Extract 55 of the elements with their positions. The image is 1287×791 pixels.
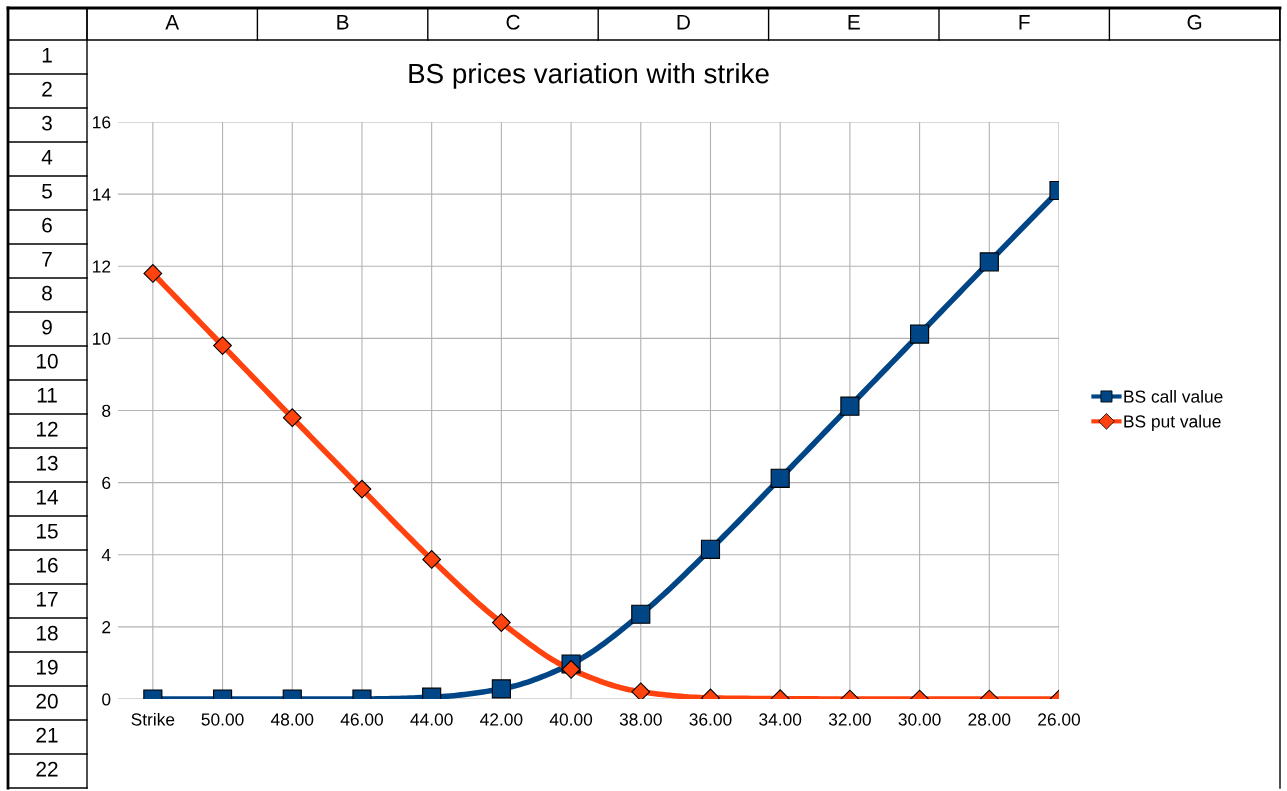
legend-label: BS put value	[1124, 414, 1221, 432]
text: F	[1019, 15, 1030, 30]
x-tick-label: 44.00	[410, 713, 453, 726]
text: 11	[37, 388, 57, 403]
x-tick-label: 26.00	[1038, 713, 1081, 726]
text: 15	[37, 524, 58, 539]
y-tick-label: 8	[102, 404, 111, 417]
text: 3	[42, 115, 52, 131]
text: D	[677, 15, 690, 30]
x-tick-label: 32.00	[828, 713, 871, 726]
text: 21	[36, 727, 58, 743]
text: 13	[37, 455, 58, 471]
text: 2	[42, 81, 52, 97]
text: 19	[37, 659, 58, 675]
text: 10	[37, 353, 58, 369]
y-tick-label: 16	[93, 116, 111, 129]
x-tick-label: 40.00	[549, 713, 593, 726]
x-tick-label: 36.00	[689, 713, 732, 726]
y-tick-label: 14	[93, 188, 111, 201]
text: 5	[42, 184, 52, 199]
x-tick-label: 34.00	[759, 713, 802, 726]
text: 17	[37, 592, 58, 607]
x-tick-label: 48.00	[270, 713, 314, 726]
x-tick-label: Strike	[131, 712, 175, 726]
y-tick-label: 4	[101, 549, 111, 562]
x-tick-label: 46.00	[340, 713, 384, 726]
y-tick-label: 12	[93, 260, 111, 273]
text: 22	[36, 761, 58, 777]
y-tick-label: 0	[102, 693, 111, 706]
y-tick-label: 2	[102, 621, 111, 634]
text: 7	[42, 252, 52, 267]
text: G	[1187, 14, 1202, 30]
legend-label: BS call value	[1124, 389, 1223, 403]
chart-title: BS prices variation with strike	[409, 62, 769, 89]
y-tick-label: 6	[102, 476, 111, 490]
text: E	[848, 15, 860, 30]
x-tick-label: 28.00	[968, 713, 1011, 726]
text: 12	[37, 421, 58, 437]
text: 16	[37, 557, 58, 573]
text: C	[506, 14, 520, 30]
text: 6	[42, 217, 52, 233]
x-tick-label: 42.00	[480, 713, 523, 726]
text: 14	[37, 490, 58, 505]
x-tick-label: 30.00	[898, 713, 941, 726]
text: 8	[42, 285, 52, 301]
text: 1	[42, 48, 52, 63]
text: B	[337, 15, 349, 30]
text: 9	[42, 319, 52, 335]
text: 4	[41, 150, 53, 165]
x-tick-label: 38.00	[619, 713, 662, 726]
text: 20	[36, 693, 58, 709]
x-tick-label: 50.00	[201, 713, 244, 726]
text: A	[165, 15, 180, 30]
y-tick-label: 10	[93, 332, 111, 345]
text: 18	[37, 625, 58, 641]
